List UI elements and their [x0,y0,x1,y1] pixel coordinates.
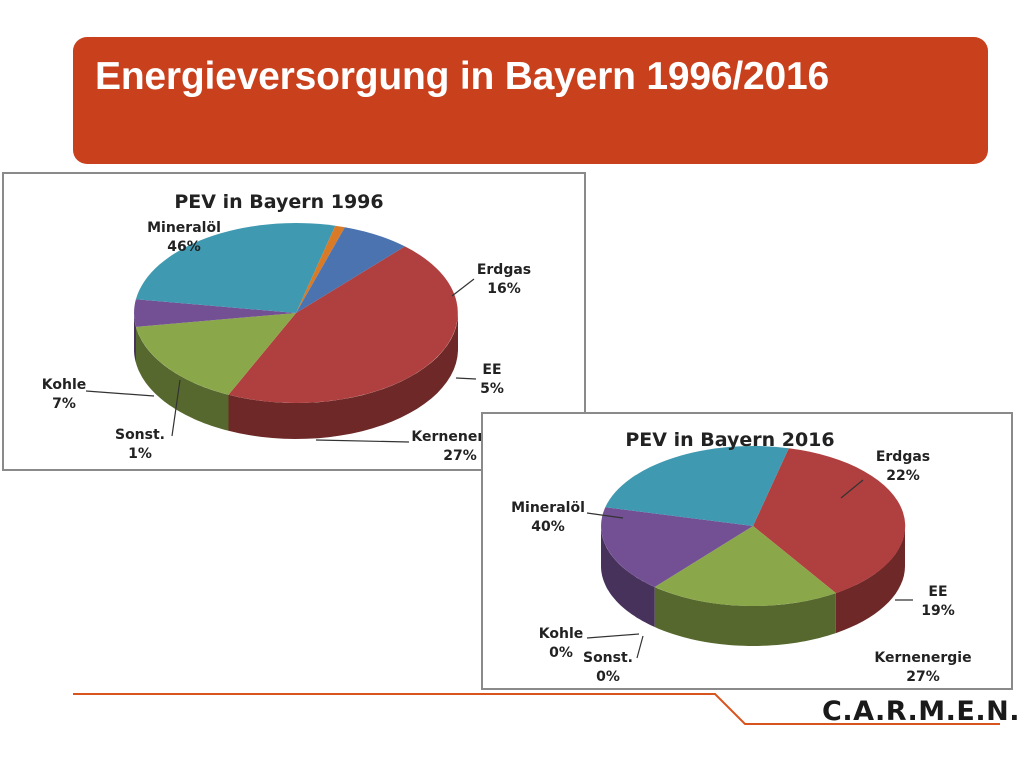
pie-slice-mineraloel [753,448,906,594]
pie-side-ee [601,524,655,627]
leader-line-sonst [171,379,181,437]
carmen-logo: C.A.R.M.E.N. [822,696,1020,727]
data-label-kernenergie: Kernenergie 27% [874,650,971,685]
pie-side-erdgas [654,587,836,646]
leader-line-sonst [636,635,644,659]
pie-side-ee [134,311,136,363]
footer-line [73,693,1000,725]
data-label-mineraloel: Mineralöl 40% [511,500,585,535]
data-label-ee: EE 19% [921,584,955,619]
data-label-ee: EE 5% [480,362,504,397]
leader-line-kernenergie [315,439,410,443]
chart-2016: PEV in Bayern 2016 Mineralöl 40% Erdgas 22% E… [481,412,1013,690]
pie-slice-kohle [296,227,405,313]
leader-line-kohle [85,390,155,397]
data-label-kohle: Kohle 7% [42,377,86,412]
pie-slice-ee [134,299,296,327]
pie-side-mineraloel [228,314,458,439]
pie-slice-kernenergie [135,223,336,313]
data-label-erdgas: Erdgas 16% [477,262,531,297]
leader-line-erdgas [840,479,864,499]
leader-line-erdgas [451,278,475,297]
chart-1996: PEV in Bayern 1996 Mineralöl 46% Erdgas 16% E… [2,172,586,471]
data-label-sonst: Sonst. 1% [115,427,165,462]
slide-title: Energieversorgung in Bayern 1996/2016 [95,55,829,98]
chart-title: PEV in Bayern 1996 [174,191,383,213]
leader-line-mineraloel [586,512,624,519]
pie-slice-sonst [296,225,345,313]
pie-sides [601,524,905,646]
pie-slice-erdgas [136,313,296,395]
pie-slice-mineraloel [228,246,458,403]
leader-line-kohle [586,633,640,639]
data-label-kohle: Kohle 0% [539,626,583,661]
footer-decoration [73,693,1000,725]
pie-slice-kernenergie [605,445,789,526]
pie-slices [601,445,906,607]
chart-title: PEV in Bayern 2016 [625,429,834,451]
data-label-erdgas: Erdgas 22% [876,449,930,484]
chart-1996-svg: PEV in Bayern 1996 Mineralöl 46% Erdgas 16% E… [42,191,531,464]
chart-2016-svg: PEV in Bayern 2016 Mineralöl 40% Erdgas 22% E… [511,429,971,685]
data-label-mineraloel: Mineralöl 46% [147,220,221,255]
pie-side-mineraloel [835,526,905,634]
pie-sides [134,311,458,439]
title-bar: Energieversorgung in Bayern 1996/2016 [73,37,988,164]
pie-slice-ee [601,507,753,587]
pie-slice-erdgas [654,526,836,607]
data-label-sonst: Sonst. 0% [583,650,633,685]
pie-side-erdgas [136,326,229,431]
leader-line-ee [455,377,477,380]
pie-slices [134,223,458,403]
